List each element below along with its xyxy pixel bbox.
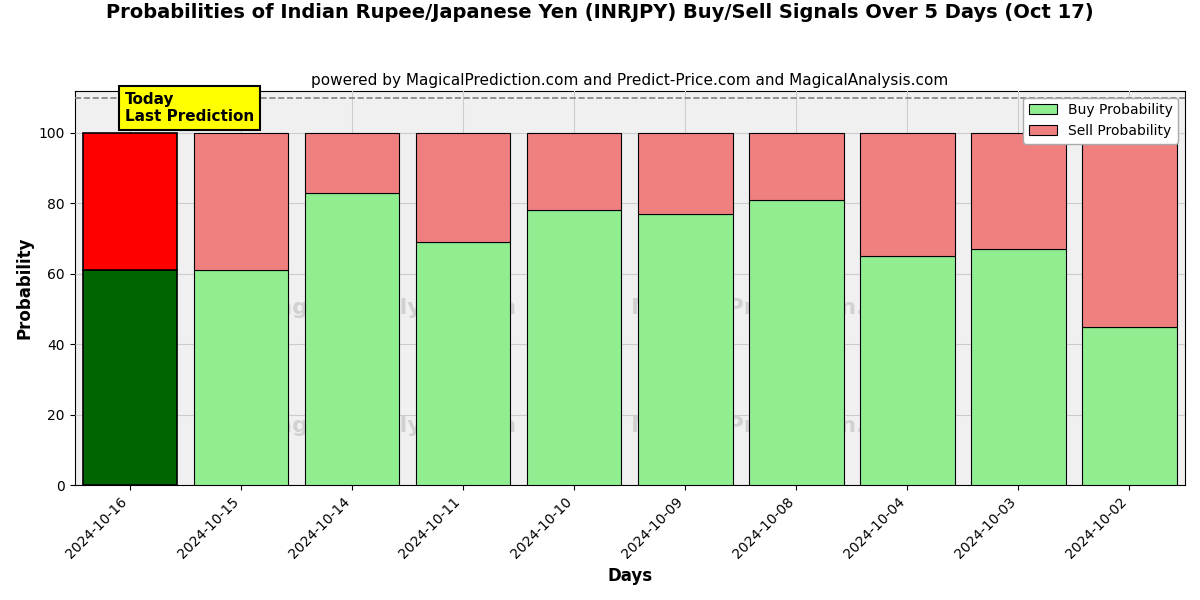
Bar bbox=[638, 214, 732, 485]
Text: Today
Last Prediction: Today Last Prediction bbox=[125, 92, 254, 124]
Bar bbox=[305, 193, 400, 485]
Bar bbox=[83, 133, 178, 270]
Bar bbox=[638, 133, 732, 214]
Bar bbox=[83, 270, 178, 485]
Bar bbox=[971, 249, 1066, 485]
Text: MagicalPrediction.com: MagicalPrediction.com bbox=[631, 416, 917, 436]
Bar bbox=[194, 133, 288, 270]
Text: Probabilities of Indian Rupee/Japanese Yen (INRJPY) Buy/Sell Signals Over 5 Days: Probabilities of Indian Rupee/Japanese Y… bbox=[106, 3, 1094, 22]
Bar bbox=[416, 133, 510, 242]
Bar bbox=[1082, 133, 1177, 326]
Text: MagicalAnalysis.com: MagicalAnalysis.com bbox=[254, 416, 516, 436]
Legend: Buy Probability, Sell Probability: Buy Probability, Sell Probability bbox=[1024, 98, 1178, 143]
Bar bbox=[194, 270, 288, 485]
Bar bbox=[1082, 326, 1177, 485]
X-axis label: Days: Days bbox=[607, 567, 653, 585]
Bar bbox=[527, 211, 622, 485]
Y-axis label: Probability: Probability bbox=[16, 236, 34, 339]
Bar bbox=[749, 200, 844, 485]
Bar bbox=[860, 133, 955, 256]
Bar bbox=[860, 256, 955, 485]
Text: MagicalAnalysis.com: MagicalAnalysis.com bbox=[254, 298, 516, 317]
Bar bbox=[971, 133, 1066, 249]
Bar bbox=[749, 133, 844, 200]
Bar bbox=[416, 242, 510, 485]
Text: MagicalPrediction.com: MagicalPrediction.com bbox=[631, 298, 917, 317]
Bar bbox=[305, 133, 400, 193]
Bar bbox=[527, 133, 622, 211]
Title: powered by MagicalPrediction.com and Predict-Price.com and MagicalAnalysis.com: powered by MagicalPrediction.com and Pre… bbox=[311, 73, 948, 88]
